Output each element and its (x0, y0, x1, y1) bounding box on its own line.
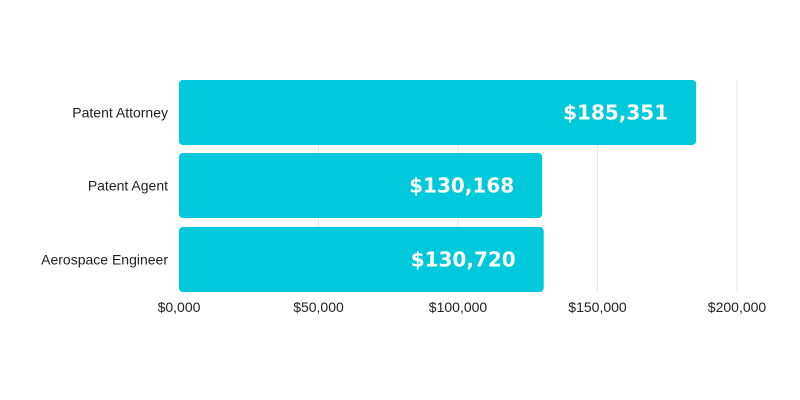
category-label-0: Patent Attorney (72, 105, 168, 121)
category-labels: Patent Attorney Patent Agent Aerospace Eng… (41, 105, 168, 268)
category-label-2: Aerospace Engineer (41, 252, 168, 268)
x-tick-label-1: $50,000 (293, 299, 344, 315)
bars: $185,351 $130,168 $130,720 (179, 80, 697, 292)
x-tick-label-4: $200,000 (708, 299, 767, 315)
bar-2 (179, 227, 544, 292)
bar-value-label-0: $185,351 (563, 101, 668, 125)
x-tick-label-0: $0,000 (158, 299, 201, 315)
bar-value-label-2: $130,720 (411, 248, 516, 272)
category-label-1: Patent Agent (88, 178, 168, 194)
bar-0 (179, 80, 697, 145)
x-tick-label-3: $150,000 (568, 299, 627, 315)
bar-1 (179, 153, 543, 218)
x-axis-tick-labels: $0,000 $50,000 $100,000 $150,000 $200,000 (158, 299, 767, 315)
bar-value-label-1: $130,168 (409, 174, 514, 198)
x-tick-label-2: $100,000 (429, 299, 488, 315)
